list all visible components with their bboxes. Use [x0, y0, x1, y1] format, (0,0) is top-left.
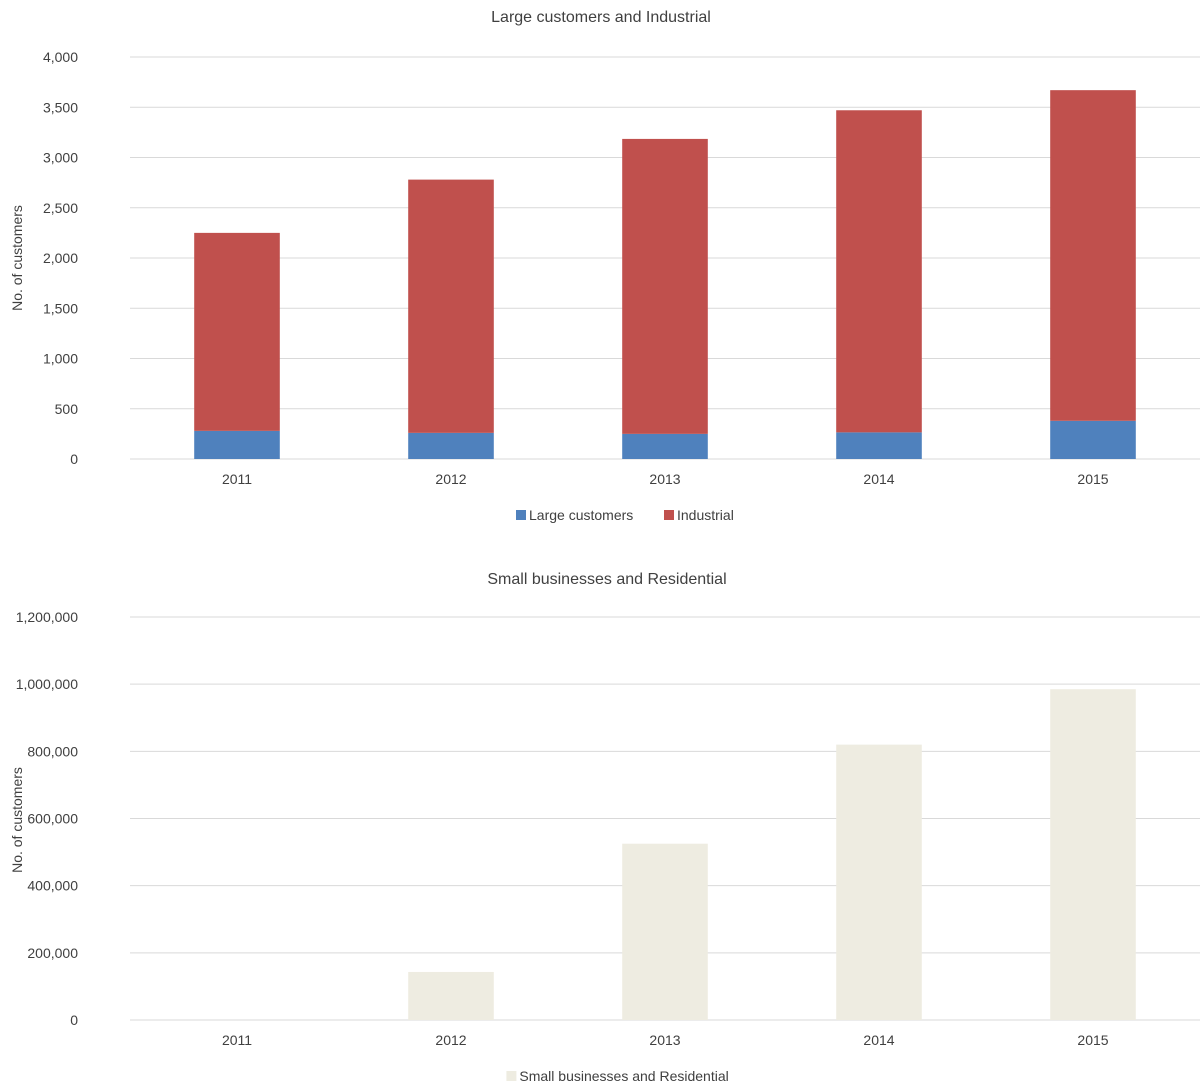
bar: [622, 138, 708, 434]
bar: [1050, 420, 1136, 459]
y-tick-label: 400,000: [27, 878, 78, 894]
x-tick-label: 2014: [863, 471, 894, 487]
x-tick-label: 2011: [222, 1032, 252, 1048]
x-ticks: 2011 2012 2013 2014 2015: [222, 471, 1109, 487]
chart-large-customers-industrial: Large customers and Industrial No. of cu…: [9, 9, 1200, 523]
y-tick-label: 500: [55, 401, 79, 417]
y-tick-label: 2,000: [43, 250, 78, 266]
y-ticks: 0 200,000 400,000 600,000 800,000 1,000,000 1,…: [16, 609, 79, 1028]
y-tick-label: 800,000: [27, 743, 78, 759]
bar: [408, 971, 494, 1020]
bar: [194, 430, 280, 459]
legend: Small businesses and Residential: [506, 1068, 729, 1084]
y-tick-label: 4,000: [43, 49, 78, 65]
legend-label: Small businesses and Residential: [519, 1068, 728, 1084]
bar: [194, 232, 280, 431]
gridlines: [130, 616, 1200, 1021]
y-tick-label: 1,500: [43, 300, 78, 316]
legend-swatch: [516, 510, 526, 520]
x-tick-label: 2015: [1077, 471, 1108, 487]
y-tick-label: 1,000: [43, 351, 78, 367]
x-tick-label: 2015: [1077, 1032, 1108, 1048]
y-axis-label: No. of customers: [9, 767, 25, 873]
legend-label: Large customers: [529, 507, 633, 523]
x-tick-label: 2014: [863, 1032, 894, 1048]
y-tick-label: 3,500: [43, 99, 78, 115]
legend: Large customers Industrial: [516, 507, 734, 523]
chart-small-businesses-residential: Small businesses and Residential No. of …: [9, 571, 1200, 1084]
bar: [836, 744, 922, 1020]
bar: [408, 179, 494, 433]
x-tick-label: 2013: [649, 1032, 680, 1048]
bar: [836, 110, 922, 433]
y-tick-label: 600,000: [27, 811, 78, 827]
bar: [408, 432, 494, 459]
y-tick-label: 1,000,000: [16, 676, 78, 692]
y-tick-label: 2,500: [43, 200, 78, 216]
bar: [622, 433, 708, 459]
bar: [1050, 90, 1136, 421]
x-tick-label: 2013: [649, 471, 680, 487]
x-tick-label: 2011: [222, 471, 252, 487]
bars: [408, 689, 1136, 1020]
y-tick-label: 200,000: [27, 945, 78, 961]
legend-swatch: [664, 510, 674, 520]
x-tick-label: 2012: [435, 471, 466, 487]
legend-label: Industrial: [677, 507, 734, 523]
y-tick-label: 3,000: [43, 150, 78, 166]
x-tick-label: 2012: [435, 1032, 466, 1048]
chart-title: Small businesses and Residential: [487, 571, 726, 588]
y-tick-label: 0: [70, 451, 78, 467]
chart-title: Large customers and Industrial: [491, 9, 711, 26]
y-axis-label: No. of customers: [9, 205, 25, 311]
bar: [622, 843, 708, 1020]
legend-swatch: [506, 1071, 517, 1081]
y-tick-label: 0: [70, 1012, 78, 1028]
bars: [194, 90, 1136, 459]
y-ticks: 0 500 1,000 1,500 2,000 2,500 3,000 3,500 4,000: [43, 49, 78, 467]
bar: [836, 432, 922, 459]
x-ticks: 2011 2012 2013 2014 2015: [222, 1032, 1109, 1048]
y-tick-label: 1,200,000: [16, 609, 78, 625]
bar: [1050, 689, 1136, 1020]
